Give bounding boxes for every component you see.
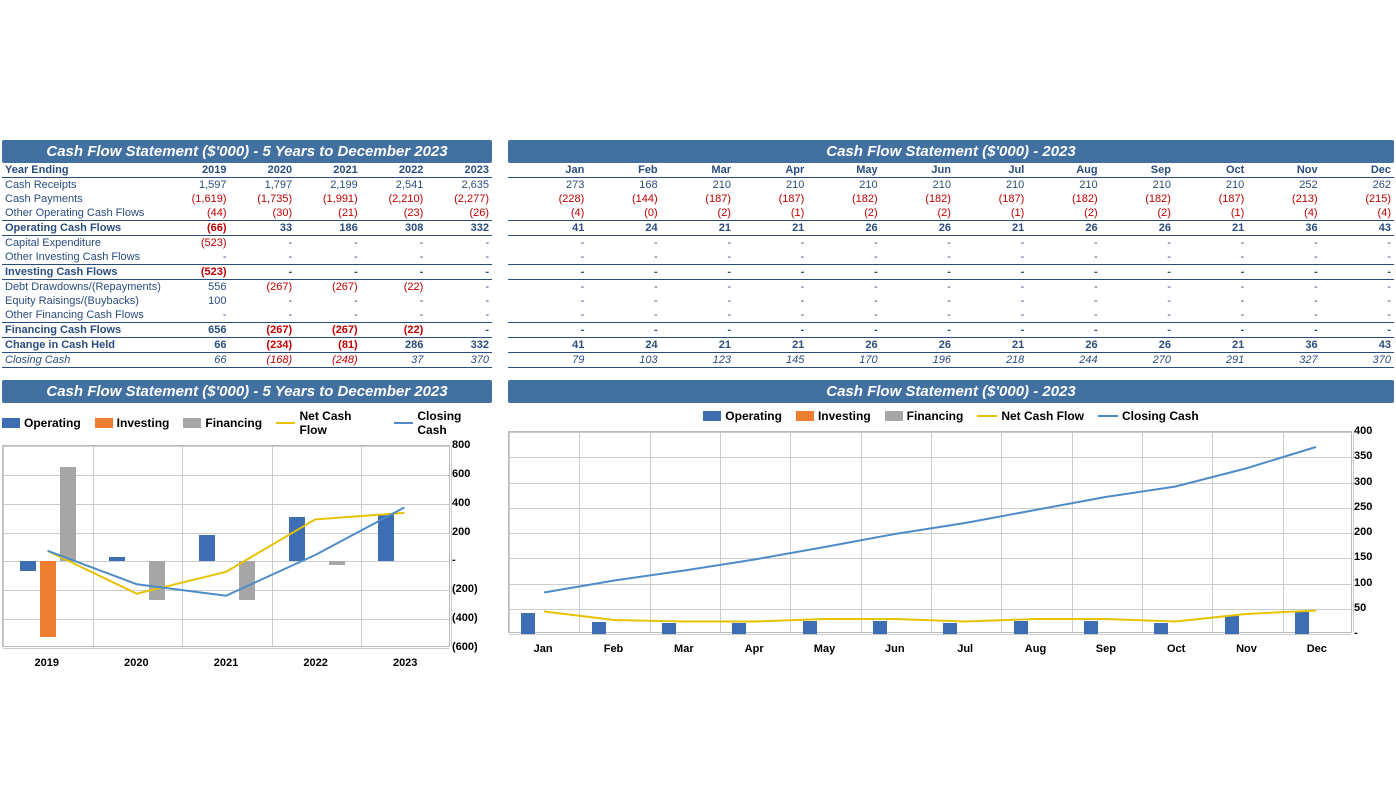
- monthly-chart: -50100150200250300350400JanFebMarAprMayJ…: [508, 427, 1394, 657]
- monthly-chart-title: Cash Flow Statement ($'000) - 2023: [508, 380, 1394, 403]
- right-panel: Cash Flow Statement ($'000) - 2023 JanFe…: [508, 140, 1394, 368]
- legend-item: Financing: [183, 409, 262, 437]
- monthly-table: JanFebMarAprMayJunJulAugSepOctNovDec2731…: [508, 163, 1394, 368]
- annual-legend: Operating Investing Financing Net Cash Flow…: [2, 403, 492, 441]
- legend-item: Operating: [2, 409, 81, 437]
- left-panel: Cash Flow Statement ($'000) - 5 Years to…: [2, 140, 492, 368]
- left-table-title: Cash Flow Statement ($'000) - 5 Years to…: [2, 140, 492, 163]
- legend-item: Net Cash Flow: [977, 409, 1084, 423]
- legend-item: Investing: [95, 409, 170, 437]
- legend-item: Net Cash Flow: [276, 409, 380, 437]
- annual-chart-wrap: Cash Flow Statement ($'000) - 5 Years to…: [2, 380, 492, 671]
- charts-row: Cash Flow Statement ($'000) - 5 Years to…: [2, 380, 1394, 671]
- legend-item: Closing Cash: [394, 409, 492, 437]
- right-table-title: Cash Flow Statement ($'000) - 2023: [508, 140, 1394, 163]
- legend-item: Financing: [885, 409, 964, 423]
- legend-item: Investing: [796, 409, 871, 423]
- monthly-chart-wrap: Cash Flow Statement ($'000) - 2023 Opera…: [508, 380, 1394, 671]
- tables-row: Cash Flow Statement ($'000) - 5 Years to…: [2, 140, 1394, 368]
- annual-table: Year Ending20192020202120222023Cash Rece…: [2, 163, 492, 368]
- monthly-legend: Operating Investing Financing Net Cash Flow…: [508, 403, 1394, 427]
- legend-item: Operating: [703, 409, 782, 423]
- annual-chart-title: Cash Flow Statement ($'000) - 5 Years to…: [2, 380, 492, 403]
- annual-chart: (600)(400)(200)-200400600800201920202021…: [2, 441, 492, 671]
- legend-item: Closing Cash: [1098, 409, 1199, 423]
